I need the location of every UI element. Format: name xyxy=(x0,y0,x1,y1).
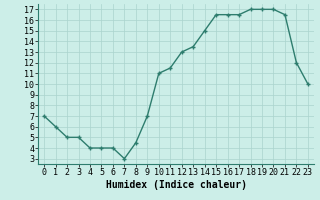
X-axis label: Humidex (Indice chaleur): Humidex (Indice chaleur) xyxy=(106,180,246,190)
